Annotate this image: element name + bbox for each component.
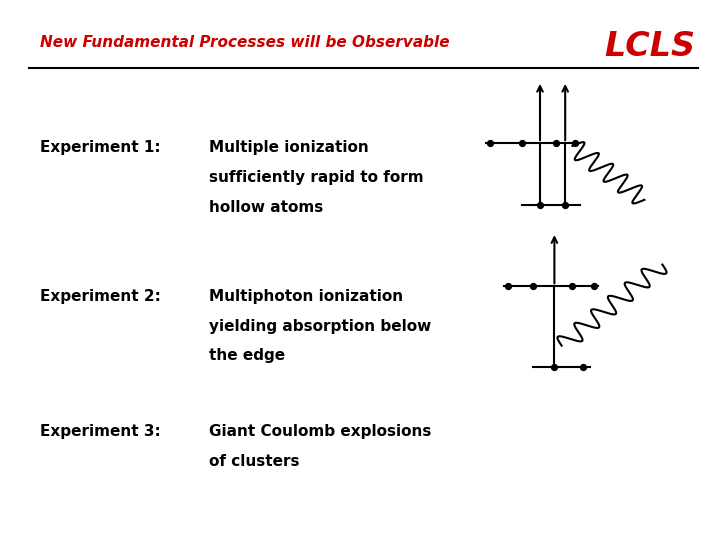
Text: of clusters: of clusters: [209, 454, 300, 469]
Text: Multiphoton ionization: Multiphoton ionization: [209, 289, 403, 304]
Text: Experiment 1:: Experiment 1:: [40, 140, 161, 156]
Text: New Fundamental Processes will be Observable: New Fundamental Processes will be Observ…: [40, 35, 449, 50]
Point: [484, 139, 495, 147]
Text: hollow atoms: hollow atoms: [209, 200, 323, 215]
Text: yielding absorption below: yielding absorption below: [209, 319, 431, 334]
Point: [588, 282, 600, 291]
Text: sufficiently rapid to form: sufficiently rapid to form: [209, 170, 423, 185]
Text: the edge: the edge: [209, 348, 285, 363]
Point: [550, 139, 562, 147]
Text: Multiple ionization: Multiple ionization: [209, 140, 369, 156]
Point: [527, 282, 539, 291]
Point: [567, 282, 578, 291]
Text: Experiment 3:: Experiment 3:: [40, 424, 161, 439]
Point: [516, 139, 528, 147]
Point: [577, 363, 589, 372]
Point: [549, 363, 560, 372]
Point: [569, 139, 580, 147]
Point: [534, 201, 546, 210]
Point: [502, 282, 513, 291]
Text: LCLS: LCLS: [604, 30, 695, 63]
Text: Experiment 2:: Experiment 2:: [40, 289, 161, 304]
Text: Giant Coulomb explosions: Giant Coulomb explosions: [209, 424, 431, 439]
Point: [559, 201, 571, 210]
